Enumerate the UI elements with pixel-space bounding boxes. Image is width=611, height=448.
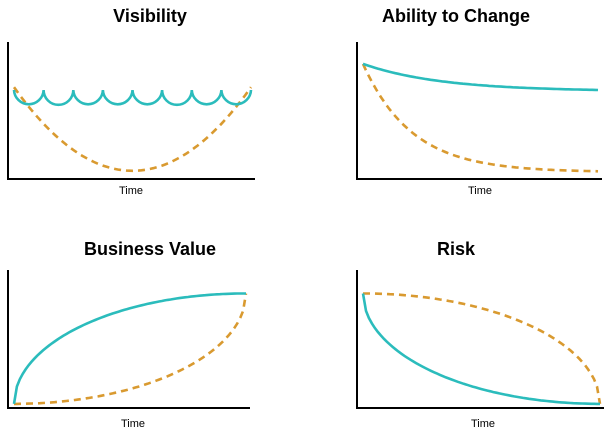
chart-title: Ability to Change xyxy=(382,6,530,26)
solid-series-line xyxy=(12,89,253,107)
chart-title: Visibility xyxy=(113,6,187,26)
chart-plot-visibility xyxy=(7,42,255,180)
chart-title: Risk xyxy=(436,239,476,259)
chart-panel-ability-to-change: Ability to Change Time xyxy=(306,0,606,215)
chart-title: Business Value xyxy=(83,239,217,259)
x-axis-label: Time xyxy=(120,418,146,430)
solid-series-line xyxy=(12,292,246,405)
chart-panel-business-value: Business Value Time xyxy=(0,233,300,448)
chart-plot-business-value xyxy=(7,270,250,409)
dashed-series-line xyxy=(12,86,253,173)
chart-panel-risk: Risk Time xyxy=(306,233,606,448)
solid-series-line xyxy=(362,62,599,92)
dashed-series-line xyxy=(361,63,599,173)
x-axis-label: Time xyxy=(118,185,144,197)
chart-plot-risk xyxy=(356,270,604,409)
chart-plot-ability-to-change xyxy=(356,42,602,180)
dashed-series-line xyxy=(363,292,602,405)
x-axis-label: Time xyxy=(467,185,493,197)
solid-series-line xyxy=(361,293,600,406)
x-axis-label: Time xyxy=(470,418,496,430)
chart-panel-visibility: Visibility Time xyxy=(0,0,300,215)
dashed-series-line xyxy=(14,293,248,406)
